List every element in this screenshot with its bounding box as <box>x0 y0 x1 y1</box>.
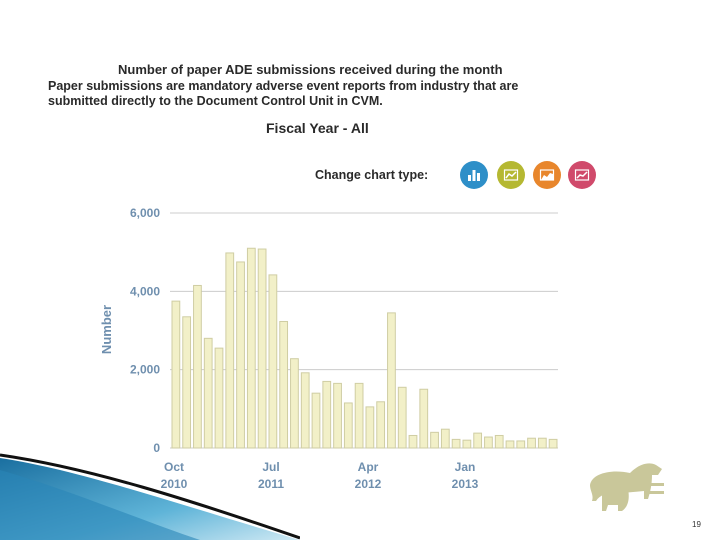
bar <box>430 431 439 449</box>
bar <box>408 434 418 449</box>
bar <box>440 428 450 449</box>
bar <box>494 434 504 449</box>
bar-chart-button[interactable] <box>460 161 488 189</box>
decorative-swoosh <box>0 453 300 540</box>
line-chart-icon <box>503 169 519 181</box>
chart-title: Number of paper ADE submissions received… <box>118 62 503 77</box>
x-tick-label: Apr <box>358 460 379 474</box>
bar <box>171 300 181 449</box>
bar <box>311 392 321 449</box>
bar <box>246 247 256 449</box>
trend-chart-icon <box>574 169 590 181</box>
y-tick-label: 2,000 <box>130 363 160 377</box>
x-tick-year: 2011 <box>258 477 284 491</box>
bar <box>257 248 267 449</box>
change-chart-type-label: Change chart type: <box>315 168 429 182</box>
bar <box>505 440 515 449</box>
bar <box>203 337 213 449</box>
x-tick-label: Jul <box>262 460 279 474</box>
page-number: 19 <box>692 520 701 529</box>
bar <box>290 358 299 449</box>
bar <box>300 372 310 449</box>
bar <box>279 320 289 449</box>
y-tick-label: 0 <box>153 441 160 455</box>
x-tick-label: Oct <box>164 460 184 474</box>
fiscal-year-label: Fiscal Year - All <box>266 120 369 136</box>
bar <box>268 274 278 449</box>
y-tick-label: 6,000 <box>130 206 160 220</box>
bar <box>462 439 472 449</box>
bar <box>354 382 364 449</box>
bar <box>214 347 224 449</box>
bar <box>387 312 396 449</box>
x-tick-year: 2012 <box>355 477 382 491</box>
y-tick-label: 4,000 <box>130 284 160 298</box>
animals-logo <box>590 463 664 511</box>
bar <box>473 432 483 449</box>
bar <box>516 440 526 449</box>
x-tick-year: 2013 <box>452 477 479 491</box>
area-chart-button[interactable] <box>533 161 561 189</box>
bar <box>397 386 407 449</box>
bar <box>537 437 547 449</box>
x-tick-year: 2010 <box>161 477 188 491</box>
bar <box>182 316 192 449</box>
bar <box>419 388 429 449</box>
bar-chart-icon <box>468 170 480 181</box>
line-chart-button[interactable] <box>497 161 525 189</box>
x-tick-label: Jan <box>455 460 476 474</box>
bar <box>343 402 353 449</box>
bar <box>365 406 375 449</box>
bar <box>376 401 386 449</box>
trend-chart-button[interactable] <box>568 161 596 189</box>
bar <box>548 438 558 449</box>
bar <box>484 436 493 449</box>
area-chart-icon <box>539 169 555 181</box>
chart-description: Paper submissions are mandatory adverse … <box>48 79 519 108</box>
bar <box>322 380 332 449</box>
bar <box>451 438 461 449</box>
bar <box>225 252 235 449</box>
bar <box>236 261 245 449</box>
bar <box>333 382 342 449</box>
bar <box>527 437 536 449</box>
bar <box>193 284 202 449</box>
